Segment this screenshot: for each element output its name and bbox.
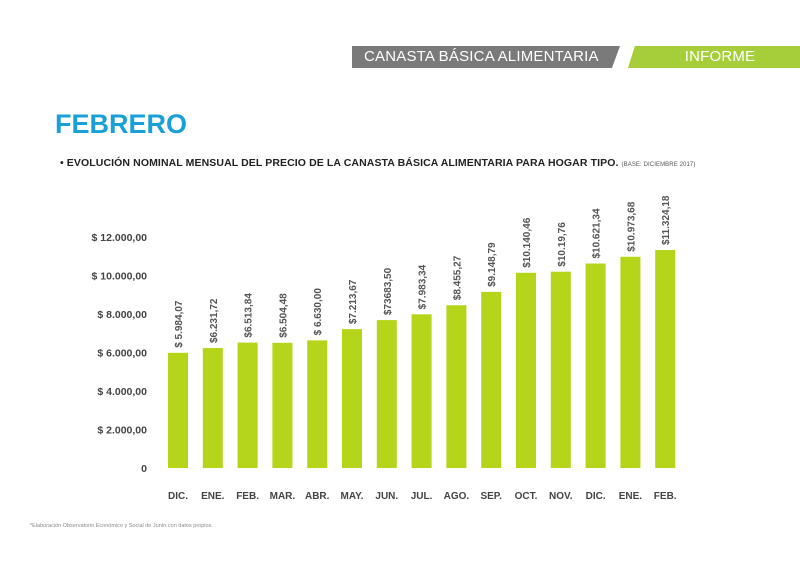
chart-title-main: • EVOLUCIÓN NOMINAL MENSUAL DEL PRECIO D… [60, 157, 619, 169]
bar-value-label: $10.140,46 [522, 217, 533, 267]
x-tick-label: MAY. [341, 491, 364, 502]
bar-value-label: $6.231,72 [209, 298, 220, 343]
bar [307, 340, 328, 468]
y-tick-label: $ 6.000,00 [97, 348, 147, 360]
bar-value-label: $9.148,79 [487, 242, 498, 287]
x-tick-label: SEP. [480, 491, 502, 502]
bar [446, 305, 467, 468]
bar-value-label: $6.504,48 [278, 293, 289, 338]
y-tick-label: $ 2.000,00 [97, 425, 147, 437]
x-tick-label: NOV. [549, 491, 573, 502]
y-tick-label: $ 10.000,00 [92, 271, 148, 283]
y-tick-label: $ 8.000,00 [97, 309, 147, 321]
bar-value-label: $10.19,76 [557, 222, 568, 267]
x-tick-label: AGO. [444, 491, 470, 502]
x-tick-label: JUL. [411, 491, 433, 502]
bar-value-label: $73683,50 [383, 267, 394, 315]
section-title-banner: CANASTA BÁSICA ALIMENTARIA [352, 46, 620, 68]
bar [550, 271, 571, 468]
footnote: *Elaboración Observatorio Económico y So… [30, 523, 213, 529]
bar-value-label: $11.324,18 [661, 195, 672, 245]
bar-value-label: $7.983,34 [418, 264, 429, 309]
y-tick-label: 0 [141, 463, 147, 475]
x-tick-label: FEB. [654, 491, 677, 502]
informe-badge: INFORME [628, 46, 800, 68]
bar-value-label: $7.213,67 [348, 279, 359, 324]
bar [376, 320, 397, 468]
x-tick-label: FEB. [236, 491, 259, 502]
x-tick-label: ABR. [305, 491, 330, 502]
bar [516, 272, 536, 468]
y-tick-label: $ 12.000,00 [92, 232, 148, 244]
bar [272, 342, 293, 468]
bar [585, 263, 606, 468]
bar-value-label: $8.455,27 [452, 255, 463, 300]
bar [342, 329, 362, 468]
y-tick-label: $ 4.000,00 [97, 386, 147, 398]
x-tick-label: ENE. [619, 491, 643, 502]
bar-value-label: $10.621,34 [592, 208, 603, 258]
bar [655, 250, 676, 468]
bar [168, 352, 188, 468]
x-tick-label: DIC. [586, 491, 606, 502]
x-tick-label: ENE. [201, 491, 225, 502]
bar [237, 342, 258, 468]
x-tick-label: OCT. [515, 491, 538, 502]
bar-value-label: $ 6.630,00 [313, 288, 324, 336]
bar-value-label: $6.513,84 [244, 293, 255, 338]
bar [620, 256, 641, 468]
informe-badge-label: INFORME [684, 48, 756, 65]
chart-title-note: (BASE: DICIEMBRE 2017) [621, 162, 696, 168]
bar [481, 291, 502, 468]
x-tick-label: JUN. [375, 491, 398, 502]
chart-title: • EVOLUCIÓN NOMINAL MENSUAL DEL PRECIO D… [60, 157, 695, 169]
bar-value-label: $10.973,68 [626, 201, 637, 251]
page-heading: FEBRERO [55, 109, 188, 139]
bar-value-label: $ 5.984,07 [174, 300, 185, 348]
x-tick-label: MAR. [270, 491, 296, 502]
bar [202, 348, 223, 468]
x-tick-label: DIC. [168, 491, 188, 502]
section-title: CANASTA BÁSICA ALIMENTARIA [364, 48, 599, 65]
bar [411, 314, 432, 468]
